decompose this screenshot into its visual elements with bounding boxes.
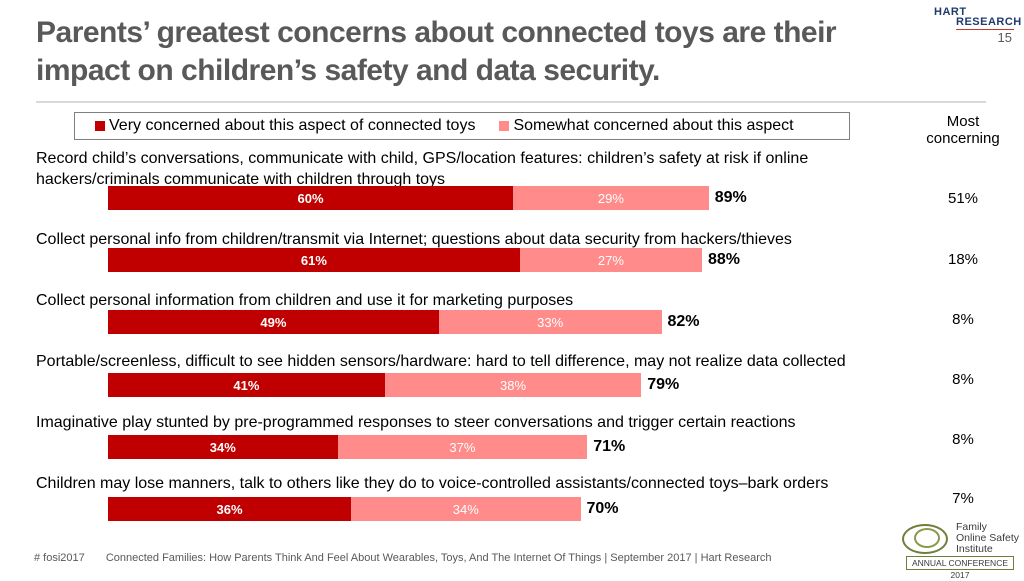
logo-underline (956, 29, 1014, 30)
page-title: Parents’ greatest concerns about connect… (36, 16, 837, 87)
bar-very-concerned: 36% (108, 497, 351, 521)
category-label: Collect personal information from childr… (36, 292, 574, 309)
bar-very-concerned: 61% (108, 248, 520, 272)
chart-legend: Very concerned about this aspect of conn… (74, 112, 850, 140)
total-label: 71% (593, 438, 626, 455)
legend-item-somewhat: Somewhat concerned about this aspect (499, 117, 794, 135)
most-concerning-header: Most concerning (926, 113, 1000, 147)
hart-research-logo: HART RESEARCH (934, 6, 1021, 30)
bar-somewhat-concerned: 33% (438, 310, 662, 334)
most-concerning-value: 7% (952, 490, 974, 507)
bar-somewhat-concerned: 34% (351, 497, 581, 521)
most-concerning-value: 8% (952, 371, 974, 388)
fosi-name: Family Online Safety Institute (956, 521, 1020, 555)
footer-text: Connected Families: How Parents Think An… (105, 552, 772, 564)
fosi-logo: Family Online Safety Institute ANNUAL CO… (900, 521, 1020, 580)
bar-somewhat-concerned: 38% (384, 373, 642, 397)
total-label: 89% (714, 189, 747, 206)
fosi-conference: ANNUAL CONFERENCE 2017 (906, 556, 1014, 580)
legend-label-somewhat: Somewhat concerned about this aspect (513, 117, 794, 134)
logo-line2: RESEARCH (956, 16, 1022, 28)
bar-somewhat-label: 37% (449, 439, 476, 455)
most-concerning-value: 51% (947, 190, 979, 207)
footer-hashtag: # fosi2017 (34, 552, 85, 564)
legend-swatch-somewhat (499, 121, 510, 131)
category-label: Record child’s conversations, communicat… (36, 150, 809, 188)
bar-very-label: 34% (209, 439, 236, 455)
footer: # fosi2017 Connected Families: How Paren… (34, 552, 772, 564)
fosi-logo-ring-icon (902, 524, 948, 554)
category-label: Imaginative play stunted by pre-programm… (36, 414, 796, 431)
bar-somewhat-label: 34% (452, 501, 479, 517)
bar-somewhat-concerned: 29% (513, 186, 709, 210)
page-number: 15 (997, 30, 1012, 45)
fosi-logo-inner-ring-icon (914, 528, 940, 548)
bar-somewhat-label: 27% (597, 252, 624, 268)
legend-label-very: Very concerned about this aspect of conn… (109, 117, 476, 134)
bar-very-concerned: 41% (108, 373, 385, 397)
bar-very-concerned: 60% (108, 186, 513, 210)
total-label: 82% (667, 313, 700, 330)
most-concerning-value: 8% (952, 311, 974, 328)
legend-swatch-very (95, 121, 105, 131)
bar-very-concerned: 49% (108, 310, 439, 334)
category-label: Children may lose manners, talk to other… (36, 475, 829, 492)
category-label: Collect personal info from children/tran… (36, 231, 792, 248)
total-label: 79% (647, 376, 680, 393)
bar-somewhat-label: 38% (499, 377, 527, 393)
bar-very-label: 41% (233, 377, 260, 393)
most-concerning-value: 18% (947, 251, 979, 268)
bar-somewhat-concerned: 37% (337, 435, 588, 459)
bar-very-label: 49% (260, 314, 287, 330)
bar-very-concerned: 34% (108, 435, 338, 459)
total-label: 70% (586, 500, 619, 517)
bar-somewhat-label: 33% (537, 314, 564, 330)
bar-very-label: 61% (300, 252, 327, 268)
title-divider (36, 101, 986, 103)
logo-line1: HART (934, 6, 967, 18)
bar-somewhat-label: 29% (597, 190, 624, 206)
bar-somewhat-concerned: 27% (519, 248, 702, 272)
bar-very-label: 60% (297, 190, 324, 206)
legend-item-very: Very concerned about this aspect of conn… (95, 117, 475, 135)
total-label: 88% (708, 251, 741, 268)
bar-very-label: 36% (216, 501, 243, 517)
most-concerning-value: 8% (952, 431, 974, 448)
category-label: Portable/screenless, difficult to see hi… (36, 353, 846, 370)
